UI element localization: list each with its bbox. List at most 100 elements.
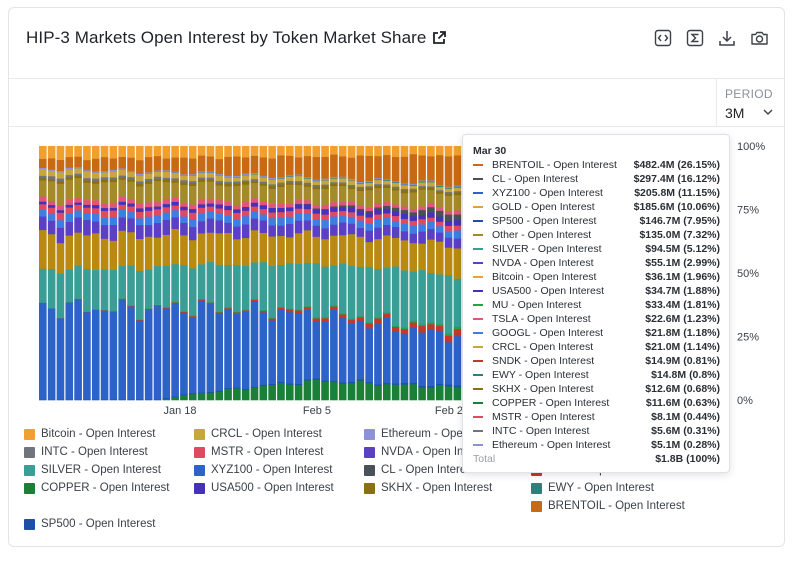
- bar-segment[interactable]: [312, 262, 321, 318]
- bar-segment[interactable]: [83, 219, 91, 236]
- bar-segment[interactable]: [233, 226, 241, 240]
- bar-segment[interactable]: [259, 310, 268, 313]
- bar-segment[interactable]: [338, 176, 347, 178]
- bar-segment[interactable]: [418, 214, 426, 220]
- bar-segment[interactable]: [277, 309, 285, 383]
- bar-segment[interactable]: [418, 180, 426, 182]
- bar-segment[interactable]: [409, 183, 418, 185]
- bar-segment[interactable]: [162, 170, 171, 172]
- bar-segment[interactable]: [444, 384, 453, 387]
- bar-segment[interactable]: [435, 207, 444, 211]
- bar-segment[interactable]: [365, 187, 373, 191]
- bar-segment[interactable]: [391, 215, 400, 222]
- bar-segment[interactable]: [303, 178, 312, 183]
- bar-segment[interactable]: [233, 312, 241, 314]
- bar-segment[interactable]: [56, 212, 65, 221]
- bar-segment[interactable]: [118, 399, 126, 401]
- bar-segment[interactable]: [39, 168, 47, 176]
- bar-segment[interactable]: [312, 188, 321, 206]
- bar-segment[interactable]: [180, 179, 188, 183]
- bar-segment[interactable]: [338, 317, 347, 383]
- bar-segment[interactable]: [321, 321, 329, 381]
- bar-segment[interactable]: [65, 167, 74, 170]
- bar-segment[interactable]: [365, 190, 373, 208]
- bar-segment[interactable]: [100, 224, 109, 239]
- bar-segment[interactable]: [215, 311, 224, 313]
- bar-segment[interactable]: [144, 308, 153, 310]
- bar-segment[interactable]: [56, 170, 65, 173]
- bar-segment[interactable]: [391, 188, 400, 191]
- bar-segment[interactable]: [259, 232, 268, 263]
- bar-segment[interactable]: [65, 168, 74, 176]
- bar-segment[interactable]: [312, 184, 321, 187]
- bar-segment[interactable]: [241, 215, 250, 225]
- bar-segment[interactable]: [241, 210, 250, 217]
- bar-segment[interactable]: [47, 158, 56, 170]
- bar-segment[interactable]: [303, 380, 312, 401]
- bar-segment[interactable]: [47, 399, 56, 401]
- bar-segment[interactable]: [285, 237, 294, 264]
- bar-segment[interactable]: [74, 168, 82, 174]
- bar-segment[interactable]: [294, 174, 303, 176]
- bar-segment[interactable]: [47, 176, 56, 180]
- bar-segment[interactable]: [312, 378, 321, 380]
- bar-segment[interactable]: [56, 399, 65, 401]
- bar-segment[interactable]: [224, 176, 232, 178]
- bar-segment[interactable]: [259, 181, 268, 184]
- bar-segment[interactable]: [383, 154, 391, 180]
- legend-item[interactable]: INTC - Open Interest: [24, 446, 148, 458]
- bar-segment[interactable]: [91, 208, 100, 215]
- bar-segment[interactable]: [65, 156, 74, 168]
- bar-segment[interactable]: [330, 305, 338, 307]
- bar-segment[interactable]: [391, 182, 400, 184]
- bar-segment[interactable]: [427, 228, 435, 240]
- bar-segment[interactable]: [338, 234, 347, 264]
- bar-segment[interactable]: [365, 180, 373, 183]
- bar-segment[interactable]: [338, 185, 347, 202]
- bar-segment[interactable]: [259, 157, 268, 176]
- bar-segment[interactable]: [153, 209, 162, 216]
- bar-segment[interactable]: [365, 322, 373, 324]
- download-icon[interactable]: [716, 27, 738, 49]
- bar-segment[interactable]: [294, 384, 303, 401]
- bar-segment[interactable]: [83, 177, 91, 181]
- bar-segment[interactable]: [162, 146, 171, 159]
- bar-segment[interactable]: [56, 273, 65, 319]
- bar-segment[interactable]: [453, 219, 462, 226]
- bar-segment[interactable]: [418, 332, 426, 386]
- bar-segment[interactable]: [224, 232, 232, 266]
- bar-segment[interactable]: [188, 316, 197, 318]
- bar-segment[interactable]: [400, 156, 409, 184]
- bar-segment[interactable]: [91, 309, 100, 400]
- bar-segment[interactable]: [374, 177, 382, 180]
- bar-segment[interactable]: [100, 182, 109, 205]
- legend-item[interactable]: SILVER - Open Interest: [24, 464, 161, 476]
- bar-segment[interactable]: [303, 309, 312, 380]
- bar-segment[interactable]: [444, 220, 453, 226]
- bar-segment[interactable]: [74, 299, 82, 400]
- bar-segment[interactable]: [294, 175, 303, 177]
- legend-item[interactable]: EWY - Open Interest: [531, 482, 654, 494]
- bar-segment[interactable]: [409, 320, 418, 323]
- bar-segment[interactable]: [74, 175, 82, 179]
- bar-segment[interactable]: [330, 224, 338, 236]
- bar-segment[interactable]: [356, 181, 365, 183]
- bar-segment[interactable]: [74, 202, 82, 205]
- bar-segment[interactable]: [374, 227, 382, 240]
- bar-segment[interactable]: [224, 215, 232, 223]
- bar-segment[interactable]: [109, 240, 118, 271]
- bar-segment[interactable]: [453, 278, 462, 327]
- bar-segment[interactable]: [294, 263, 303, 310]
- bar-segment[interactable]: [427, 385, 435, 388]
- bar-segment[interactable]: [188, 146, 197, 159]
- bar-segment[interactable]: [47, 146, 56, 159]
- bar-segment[interactable]: [409, 242, 418, 272]
- bar-segment[interactable]: [444, 211, 453, 215]
- bar-segment[interactable]: [109, 171, 118, 178]
- bar-segment[interactable]: [153, 237, 162, 267]
- bar-segment[interactable]: [400, 231, 409, 241]
- bar-segment[interactable]: [241, 146, 250, 158]
- bar-segment[interactable]: [400, 146, 409, 157]
- bar-segment[interactable]: [233, 313, 241, 388]
- external-link-icon[interactable]: [432, 30, 447, 50]
